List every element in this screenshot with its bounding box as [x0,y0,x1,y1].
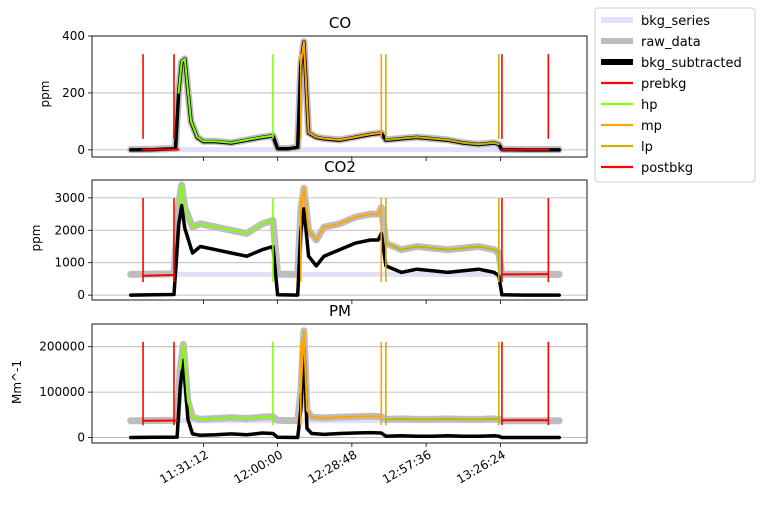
co-title: CO [329,14,351,32]
legend-label-lp: lp [641,140,653,155]
co-ytick-label: 400 [62,29,85,43]
pm-series-bkg-subtracted [128,344,561,440]
co2-ylabel: ppm [29,225,43,252]
co2-ytick-label: 0 [77,288,85,302]
co2-ytick-label: 3000 [54,191,85,205]
co2-series-hp [177,183,274,235]
legend-label-postbkg: postbkg [641,161,693,176]
co2-series-mp [299,187,383,241]
pm-xtick-label: 13:26:24 [454,447,508,486]
co-ylabel: ppm [38,81,52,108]
co2-series-prebkg [142,274,175,277]
co-panel: CO ppm 0 200 400 [38,14,588,161]
pm-ytick-label: 100000 [39,385,85,399]
pm-xtick-label: 12:00:00 [231,447,285,486]
legend-label-raw-data: raw_data [641,35,701,50]
legend-label-prebkg: prebkg [641,77,686,92]
legend-label-bkg-subtracted: bkg_subtracted [641,56,742,71]
co-series-mp [299,40,383,141]
pm-xtick-label: 12:28:48 [306,447,360,486]
legend-box [594,7,756,183]
pm-axes-frame [91,323,588,444]
legend-label-bkg-series: bkg_series [641,14,710,29]
co2-ytick-label: 1000 [54,256,85,270]
pm-xtick-label: 12:57:36 [380,447,434,486]
co2-series-bkg-subtracted [128,203,561,297]
legend-label-mp: mp [641,119,662,134]
co2-series-lp [384,242,500,254]
pm-ylabel: Mm^-1 [10,360,24,404]
co2-panel: CO2 ppm 0 1000 2000 3000 [29,158,588,304]
pm-series-lp [384,417,500,421]
co2-ytick-label: 2000 [54,223,85,237]
legend-label-hp: hp [641,98,658,113]
pm-ytick-label: 200000 [39,340,85,354]
pm-plot-area [92,324,587,443]
pm-ytick-label: 0 [77,431,85,445]
pm-xtick-label: 11:31:12 [157,447,211,486]
co-ytick-label: 200 [62,86,85,100]
co2-title: CO2 [324,158,356,176]
co-axes-frame [91,35,588,158]
co-ytick-label: 0 [77,143,85,157]
pm-series-hp [179,343,274,421]
co2-axes-frame [91,179,588,301]
co-series-lp [384,136,500,146]
co-series-hp [177,57,274,144]
pm-series-mp [299,329,383,419]
pm-title: PM [329,302,351,320]
pm-panel: PM Mm^-1 0 100000 200000 11:31:12 12:00:00 12… [10,302,588,487]
